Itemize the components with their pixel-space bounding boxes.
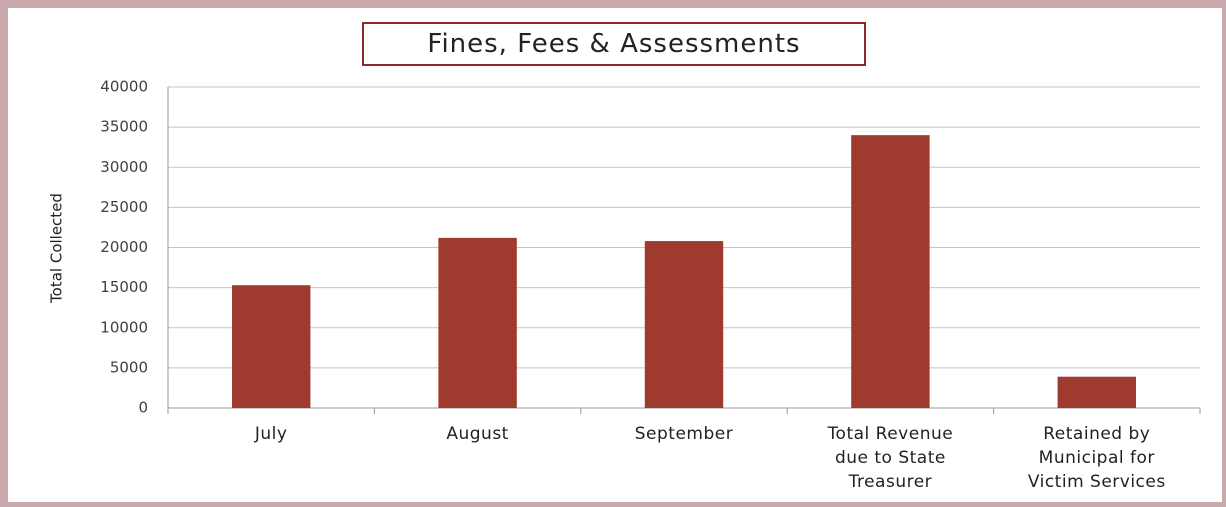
x-tick-label: Retained by Municipal for Victim Service… [1027,424,1166,492]
y-axis-label: Total Collected [48,193,66,304]
y-tick-label: 35000 [100,118,148,136]
bar [438,237,517,408]
x-tick-label: Total Revenue due to State Treasurer [827,424,954,492]
y-tick-label: 40000 [100,78,148,96]
chart-title: Fines, Fees & Assessments [362,22,866,66]
bar [1057,376,1137,408]
y-tick-label: 25000 [100,198,148,216]
y-tick-label: 15000 [100,278,148,296]
bar [644,241,724,408]
y-tick-label: 5000 [110,358,148,376]
x-tick-label: August [446,424,509,444]
y-tick-label: 30000 [100,158,148,176]
bar [851,135,930,408]
x-tick-label: September [634,424,734,444]
y-tick-label: 0 [138,399,148,417]
bar [231,285,311,408]
chart-area [8,8,1222,502]
y-tick-label: 10000 [100,318,148,336]
y-tick-label: 20000 [100,238,148,256]
x-tick-label: July [254,424,288,444]
